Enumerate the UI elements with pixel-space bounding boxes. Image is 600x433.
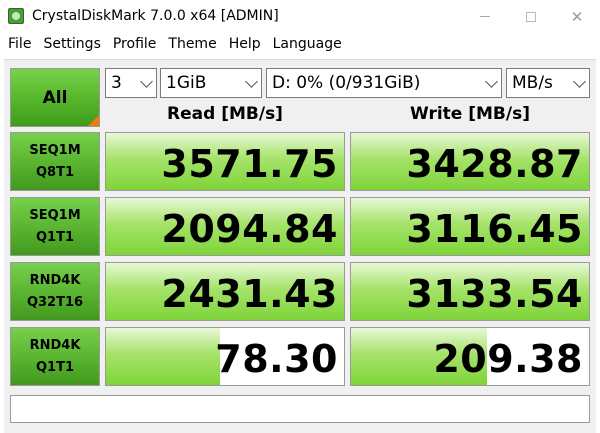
write-result-cell: 3133.54 bbox=[350, 262, 590, 321]
write-result-value: 209.38 bbox=[433, 337, 583, 381]
chevron-down-icon bbox=[485, 75, 498, 88]
test-button-seq1m-q8t1[interactable]: SEQ1M Q8T1 bbox=[10, 132, 100, 191]
menu-help[interactable]: Help bbox=[228, 36, 261, 52]
write-result-value: 3428.87 bbox=[406, 142, 583, 186]
window-title: CrystalDiskMark 7.0.0 x64 [ADMIN] bbox=[32, 8, 279, 24]
menu-file[interactable]: File bbox=[8, 36, 32, 52]
read-result-cell: 2431.43 bbox=[105, 262, 345, 321]
chevron-down-icon bbox=[140, 75, 153, 88]
title-bar: CrystalDiskMark 7.0.0 x64 [ADMIN] ✕ bbox=[0, 0, 600, 33]
app-icon bbox=[8, 8, 24, 24]
read-result-cell: 2094.84 bbox=[105, 197, 345, 256]
read-result-value: 2094.84 bbox=[161, 207, 338, 251]
read-result-cell: 3571.75 bbox=[105, 132, 345, 191]
all-button[interactable]: All bbox=[10, 68, 100, 127]
menu-theme[interactable]: Theme bbox=[168, 36, 217, 52]
write-result-bar bbox=[351, 198, 589, 255]
test-button-rnd4k-q32t16[interactable]: RND4K Q32T16 bbox=[10, 262, 100, 321]
test-params: Q8T1 bbox=[35, 164, 74, 180]
test-button-rnd4k-q1t1[interactable]: RND4K Q1T1 bbox=[10, 327, 100, 386]
menu-bar: File Settings Profile Theme Help Languag… bbox=[0, 33, 600, 57]
write-result-bar bbox=[351, 263, 589, 320]
read-result-cell: 78.30 bbox=[105, 327, 345, 386]
chevron-down-icon bbox=[245, 75, 258, 88]
unit-select[interactable]: MB/s bbox=[506, 68, 590, 98]
all-button-label: All bbox=[42, 87, 68, 108]
read-result-value: 3571.75 bbox=[161, 142, 338, 186]
write-header: Write [MB/s] bbox=[410, 104, 530, 124]
menu-settings[interactable]: Settings bbox=[43, 36, 101, 52]
write-result-bar bbox=[351, 328, 487, 385]
read-result-bar bbox=[106, 328, 221, 385]
close-icon: ✕ bbox=[570, 8, 584, 26]
test-count-value: 3 bbox=[111, 73, 122, 93]
test-count-select[interactable]: 3 bbox=[105, 68, 157, 98]
test-button-seq1m-q1t1[interactable]: SEQ1M Q1T1 bbox=[10, 197, 100, 256]
read-result-bar bbox=[106, 133, 344, 190]
drive-select[interactable]: D: 0% (0/931GiB) bbox=[266, 68, 502, 98]
test-params: Q1T1 bbox=[35, 229, 74, 245]
minimize-icon bbox=[480, 16, 490, 17]
test-params: Q32T16 bbox=[26, 294, 84, 310]
drive-value: D: 0% (0/931GiB) bbox=[272, 73, 421, 93]
menu-language[interactable]: Language bbox=[272, 36, 342, 52]
close-button[interactable]: ✕ bbox=[554, 0, 600, 33]
write-result-value: 3116.45 bbox=[406, 207, 583, 251]
test-params: Q1T1 bbox=[35, 359, 74, 375]
read-result-bar bbox=[106, 263, 344, 320]
menu-profile[interactable]: Profile bbox=[112, 36, 157, 52]
test-name: SEQ1M bbox=[29, 207, 81, 223]
test-size-value: 1GiB bbox=[166, 73, 207, 93]
read-result-bar bbox=[106, 198, 344, 255]
corner-marker bbox=[88, 115, 99, 126]
maximize-icon bbox=[526, 11, 536, 22]
test-name: RND4K bbox=[29, 272, 81, 288]
chevron-down-icon bbox=[573, 75, 586, 88]
benchmark-panel: All 3 1GiB D: 0% (0/931GiB) MB/s Read [M… bbox=[4, 59, 596, 433]
test-name: SEQ1M bbox=[29, 142, 81, 158]
read-result-value: 2431.43 bbox=[161, 272, 338, 316]
read-header: Read [MB/s] bbox=[167, 104, 283, 124]
write-result-cell: 3428.87 bbox=[350, 132, 590, 191]
test-name: RND4K bbox=[29, 337, 81, 353]
maximize-button[interactable] bbox=[508, 0, 554, 33]
write-result-value: 3133.54 bbox=[406, 272, 583, 316]
status-comment-field[interactable] bbox=[10, 395, 590, 423]
minimize-button[interactable] bbox=[462, 0, 508, 33]
write-result-cell: 209.38 bbox=[350, 327, 590, 386]
test-size-select[interactable]: 1GiB bbox=[160, 68, 262, 98]
unit-value: MB/s bbox=[512, 73, 553, 93]
write-result-cell: 3116.45 bbox=[350, 197, 590, 256]
write-result-bar bbox=[351, 133, 589, 190]
read-result-value: 78.30 bbox=[215, 337, 338, 381]
